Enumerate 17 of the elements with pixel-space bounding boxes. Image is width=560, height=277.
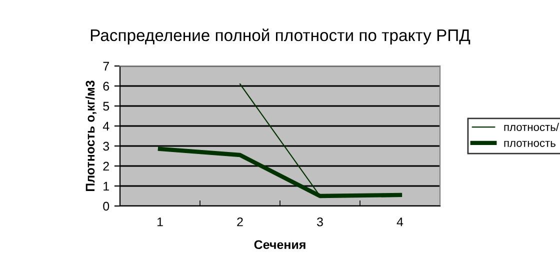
x-axis-title: Сечения: [254, 240, 306, 250]
y-tick-label: 1: [104, 182, 109, 191]
y-tick-label: 6: [103, 82, 110, 91]
x-tick-label: 4: [396, 218, 404, 226]
chart-title: Распределение полной плотности по тракту РПД: [90, 28, 470, 44]
x-tick-label: 3: [317, 217, 323, 226]
y-tick-label: 0: [103, 202, 110, 211]
y-tick-label: 5: [103, 102, 110, 111]
y-tick-label: 7: [103, 62, 109, 71]
y-tick-label: 2: [103, 162, 109, 171]
legend-label: плотность/: [504, 122, 559, 132]
y-axis-title: Плотность о,кг/м3: [85, 80, 96, 192]
x-tick-label: 1: [157, 218, 163, 226]
y-tick-label: 3: [103, 142, 110, 151]
y-tick-label: 4: [102, 122, 110, 131]
legend-label: плотность: [504, 140, 556, 147]
x-tick-label: 2: [237, 217, 243, 226]
